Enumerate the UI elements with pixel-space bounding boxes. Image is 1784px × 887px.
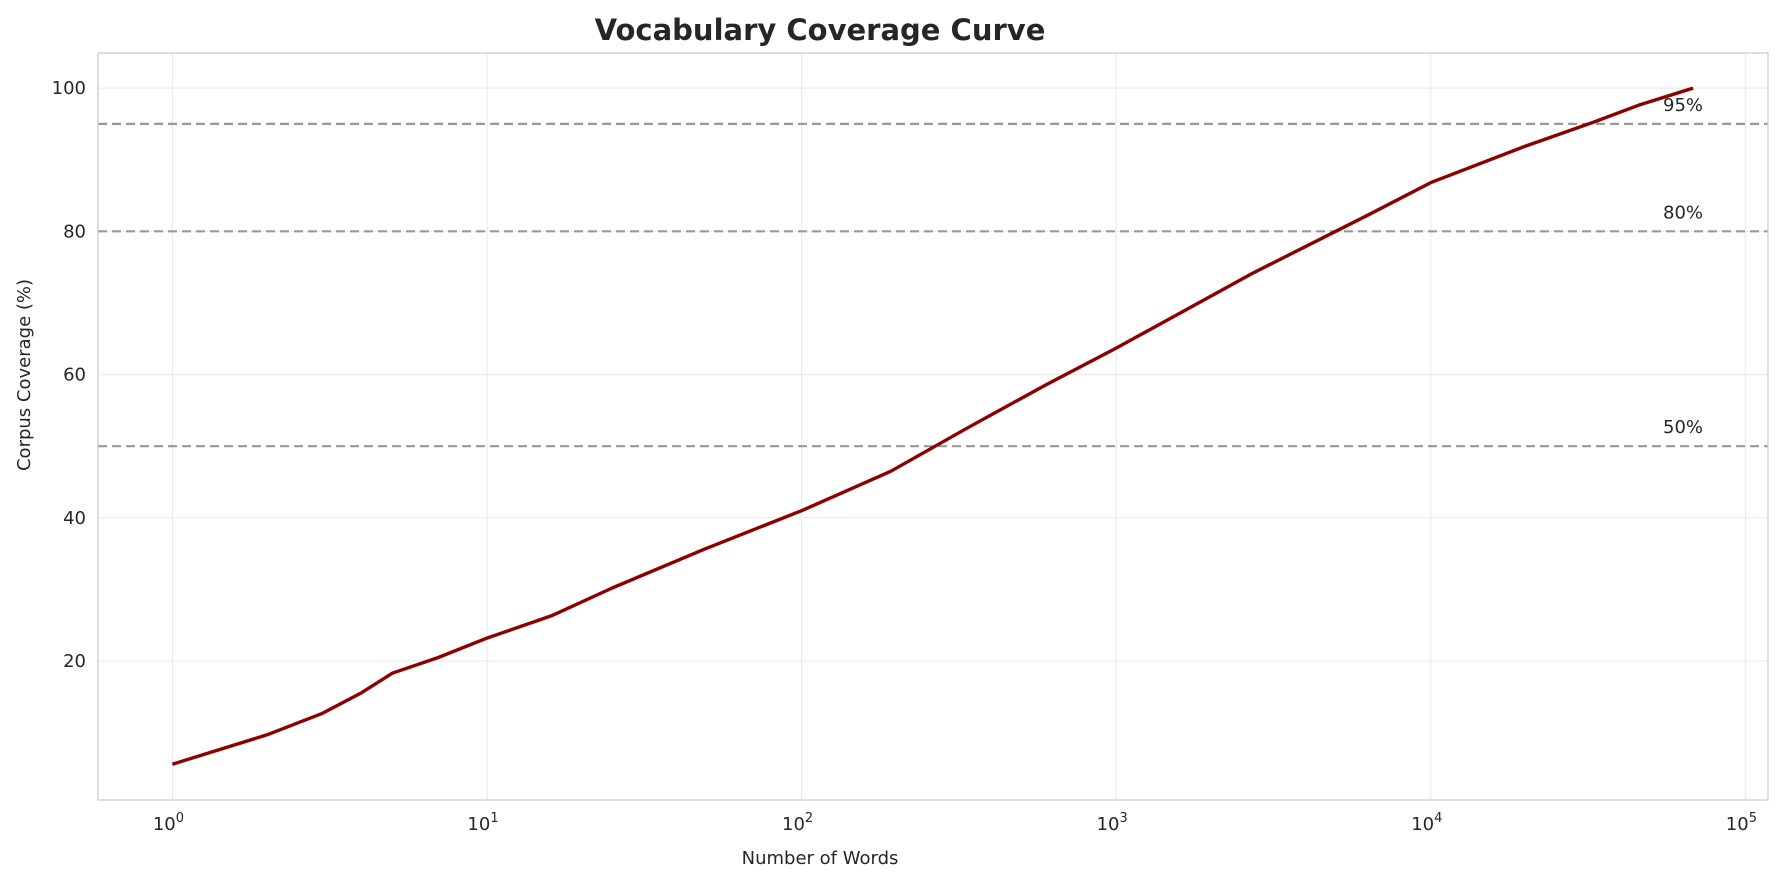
x-tick-label: 100 [153,811,184,835]
chart-title: Vocabulary Coverage Curve [595,13,1046,47]
y-tick-label: 20 [63,651,86,672]
y-tick-label: 40 [63,508,86,529]
x-tick-label: 104 [1411,811,1442,835]
y-tick-label: 60 [63,365,86,386]
x-tick-label: 105 [1726,811,1757,835]
reference-label: 50% [1663,417,1703,438]
series-group [171,86,1694,766]
grid [98,53,1768,800]
y-tick-label: 100 [52,78,86,99]
reference-label: 95% [1663,95,1703,116]
y-axis-label: Corpus Coverage (%) [14,279,35,471]
x-axis-label: Number of Words [742,848,899,869]
reference-lines: 95% 80% 50% [98,95,1768,448]
plot-frame [97,52,1769,801]
x-tick-label: 103 [1097,811,1128,835]
coverage-line [171,86,1694,766]
reference-label: 80% [1663,202,1703,223]
x-tick-label: 102 [782,811,813,835]
y-tick-label: 80 [63,221,86,242]
x-tick-label: 101 [467,811,498,835]
ticks: 100 101 102 103 104 105 20 40 60 80 100 [52,78,1757,835]
